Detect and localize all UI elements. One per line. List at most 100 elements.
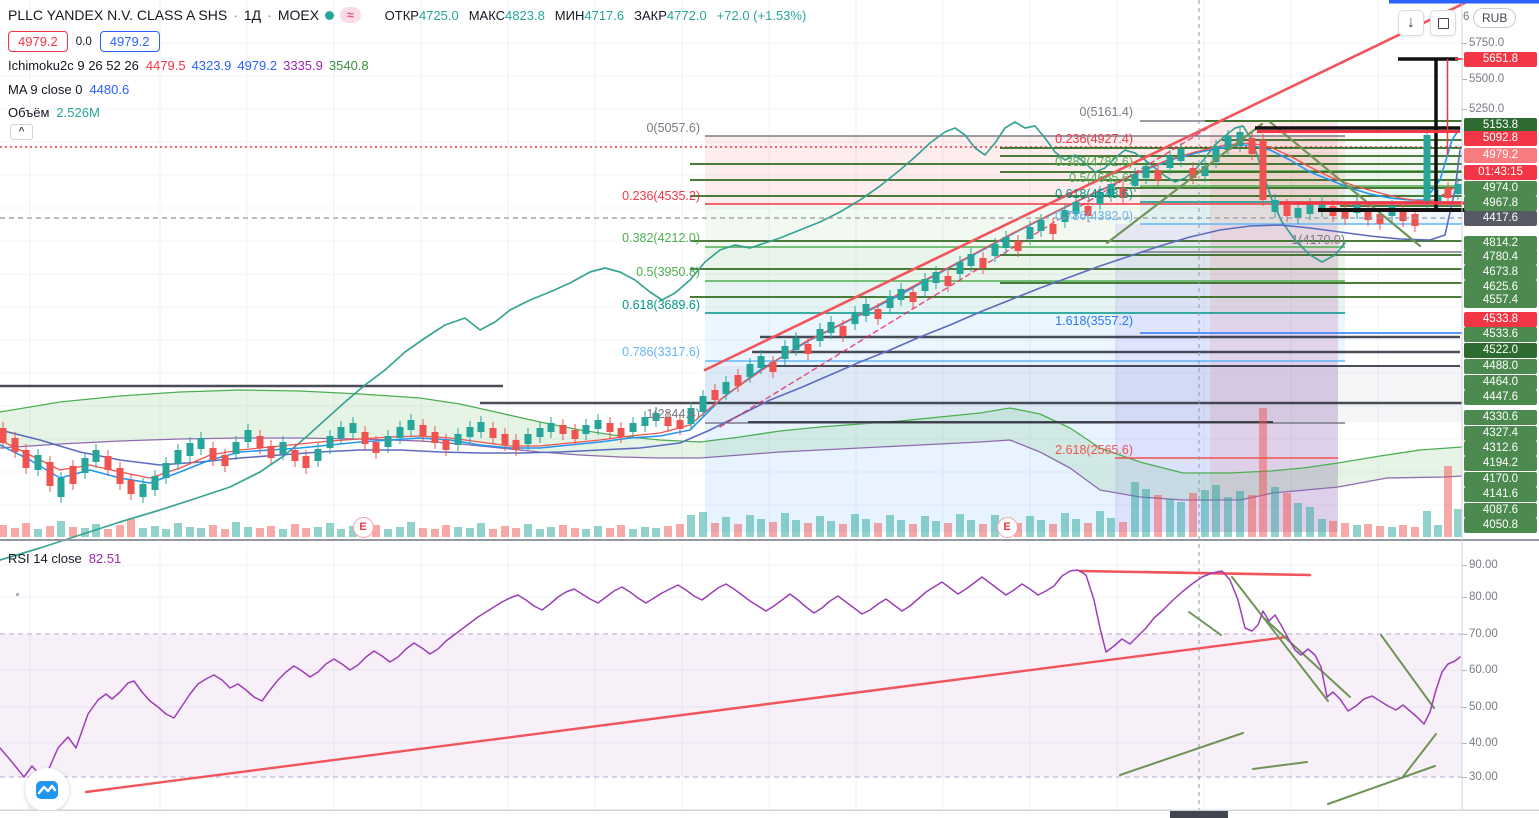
volume-bar bbox=[1142, 489, 1150, 537]
candle-body bbox=[1142, 166, 1150, 178]
volume-bar bbox=[571, 528, 579, 537]
candle-body bbox=[1014, 241, 1022, 251]
axis-tickmark bbox=[1462, 670, 1467, 671]
axis-tickmark bbox=[1462, 565, 1467, 566]
axis-tick: 30.00 bbox=[1469, 771, 1498, 783]
volume-bar bbox=[1364, 524, 1372, 537]
close-value: 4772.0 bbox=[666, 7, 707, 23]
candle-body bbox=[944, 276, 952, 286]
volume-bar bbox=[676, 524, 684, 537]
volume-bar bbox=[396, 527, 404, 537]
candle-body bbox=[1411, 214, 1419, 226]
olive-trendline bbox=[1268, 120, 1422, 248]
volume-bar bbox=[617, 525, 625, 537]
volume-bar bbox=[781, 513, 789, 537]
earnings-marker[interactable]: E bbox=[996, 516, 1018, 538]
volume-bar bbox=[851, 514, 859, 537]
candle-body bbox=[407, 420, 415, 430]
sell-button[interactable]: 4979.2 bbox=[8, 31, 68, 52]
currency-toggle-button[interactable]: RUB bbox=[1473, 8, 1517, 28]
candle-body bbox=[1072, 202, 1080, 214]
candle-body bbox=[559, 425, 567, 434]
low-value: 4717.6 bbox=[584, 7, 625, 23]
rsi-value: 82.51 bbox=[88, 551, 122, 566]
volume-bar bbox=[524, 524, 532, 537]
zone-fill bbox=[1210, 121, 1338, 532]
candle-body bbox=[244, 430, 252, 442]
ma-value: 4480.6 bbox=[89, 82, 130, 97]
candle-body bbox=[349, 423, 357, 433]
zone-fill bbox=[705, 361, 1338, 532]
candle-body bbox=[1444, 188, 1452, 198]
price-line-label: 4170.0 bbox=[1464, 471, 1537, 487]
legend-ma[interactable]: MA 9 close 0 4480.6 bbox=[8, 82, 129, 97]
candle-body bbox=[1061, 210, 1069, 222]
symbol-title[interactable]: PLLC YANDEX N.V. CLASS A SHS bbox=[8, 7, 228, 23]
candle-body bbox=[127, 480, 135, 494]
volume-bar bbox=[0, 525, 7, 537]
volume-bar bbox=[326, 523, 334, 537]
legend-collapse-button[interactable]: ^ bbox=[10, 124, 33, 140]
bar-countdown-label: 01:43:15 bbox=[1464, 164, 1537, 180]
candle-body bbox=[991, 244, 999, 256]
ichimoku-value: 4323.9 bbox=[191, 58, 232, 73]
volume-bar bbox=[1072, 519, 1080, 537]
approx-price-badge[interactable]: ≈ bbox=[340, 7, 361, 23]
candle-body bbox=[477, 422, 485, 432]
volume-bar bbox=[1096, 511, 1104, 537]
volume-bar bbox=[372, 525, 380, 537]
candle-body bbox=[909, 292, 917, 302]
legend-rsi[interactable]: RSI 14 close 82.51 bbox=[8, 551, 121, 566]
axis-tick: 5500.0 bbox=[1469, 73, 1505, 85]
candle-body bbox=[676, 420, 684, 429]
candle-body bbox=[921, 279, 929, 291]
fib-level-label: 0.382(4212.0) bbox=[622, 231, 700, 245]
fib-level-label: 0.786(4382.0) bbox=[1055, 209, 1133, 223]
candle-body bbox=[571, 430, 579, 439]
earnings-marker[interactable]: E bbox=[352, 516, 374, 538]
watermark-logo-button[interactable] bbox=[25, 768, 69, 812]
candle-body bbox=[1294, 208, 1302, 218]
candle-body bbox=[862, 304, 870, 316]
candle-body bbox=[1248, 138, 1256, 154]
volume-bar bbox=[1294, 503, 1302, 537]
volume-bar bbox=[1224, 497, 1232, 537]
axis-tickmark bbox=[1462, 43, 1467, 44]
volume-bar bbox=[932, 521, 940, 537]
rsi-olive-segment bbox=[1401, 733, 1437, 779]
candle-body bbox=[1166, 156, 1174, 168]
pane-maximize-button[interactable] bbox=[1430, 10, 1456, 36]
buy-button[interactable]: 4979.2 bbox=[99, 31, 160, 52]
price-line-label: 4050.8 bbox=[1464, 517, 1537, 533]
axis-tick: 90.00 bbox=[1469, 559, 1498, 571]
volume-bar bbox=[314, 527, 322, 537]
volume-bar bbox=[1248, 495, 1256, 537]
candle-body bbox=[489, 428, 497, 438]
time-axis[interactable] bbox=[0, 810, 1539, 818]
candle-body bbox=[291, 450, 299, 461]
candle-body bbox=[139, 484, 147, 497]
candle-body bbox=[69, 466, 77, 484]
rsi-olive-segment bbox=[1188, 611, 1222, 636]
volume-bar bbox=[512, 528, 520, 537]
volume-bar bbox=[641, 527, 649, 537]
legend-volume[interactable]: Объём 2.526M bbox=[8, 105, 100, 120]
candle-body bbox=[979, 258, 987, 268]
volume-bar bbox=[1037, 520, 1045, 537]
fib-level-label: 1(2844.4) bbox=[646, 407, 700, 421]
exchange[interactable]: MOEX bbox=[277, 7, 320, 23]
legend-ichimoku[interactable]: Ichimoku2c 9 26 52 26 4479.5 4323.9 4979.2… bbox=[8, 58, 375, 73]
candle-body bbox=[827, 322, 835, 333]
volume-bar bbox=[979, 524, 987, 537]
candle-body bbox=[267, 446, 275, 458]
fib-level-label: 0.382(4782.6) bbox=[1055, 155, 1133, 169]
zone-fill bbox=[1140, 186, 1462, 202]
candle-body bbox=[769, 362, 777, 372]
candle-body bbox=[699, 396, 707, 412]
candle-body bbox=[104, 456, 112, 470]
timeframe[interactable]: 1Д bbox=[243, 7, 262, 23]
pane-move-down-button[interactable]: ↓ bbox=[1398, 10, 1424, 36]
candle-body bbox=[1096, 192, 1104, 204]
time-crosshair-label bbox=[1170, 811, 1228, 818]
